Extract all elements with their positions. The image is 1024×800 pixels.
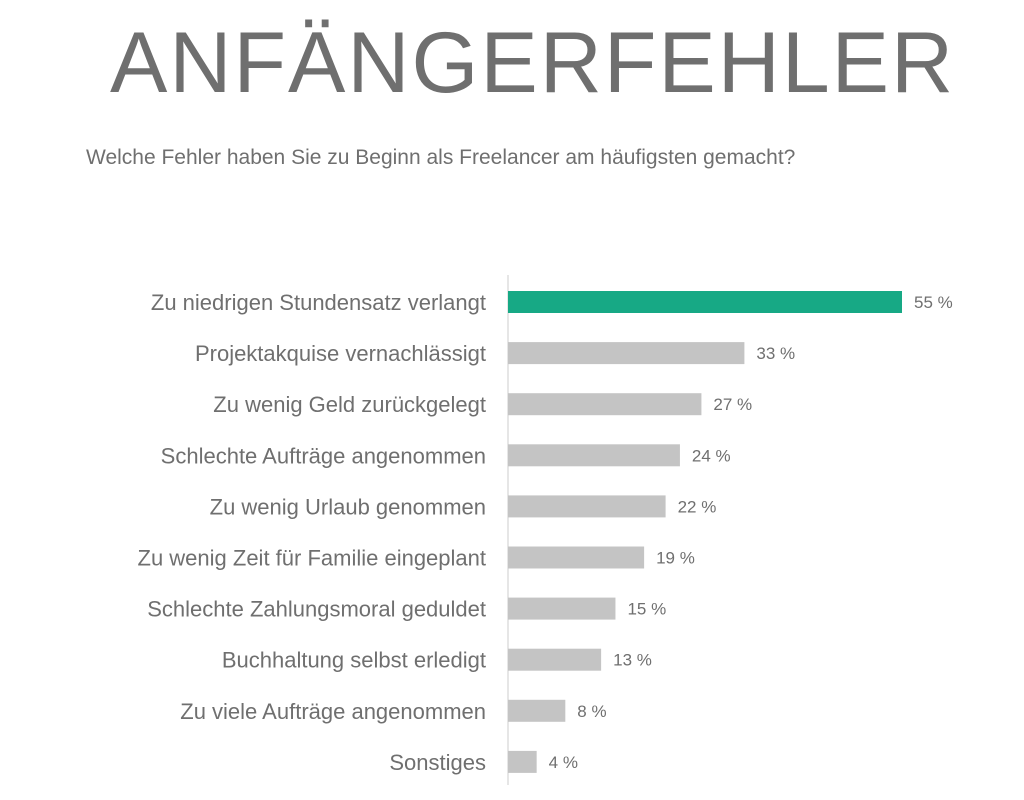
chart-title: ANFÄNGERFEHLER [110, 15, 956, 111]
bar [508, 291, 902, 313]
category-label: Zu viele Aufträge angenommen [180, 699, 486, 724]
bar [508, 444, 680, 467]
value-label: 33 % [756, 344, 795, 363]
value-label: 8 % [577, 702, 606, 721]
category-label: Zu wenig Geld zurückgelegt [213, 392, 486, 417]
bar [508, 750, 537, 773]
bar [508, 699, 566, 722]
category-label: Projektakquise vernachlässigt [195, 341, 486, 366]
value-label: 27 % [713, 395, 752, 414]
bars-layer: Zu niedrigen Stundensatz verlangt 55 % Pro… [138, 275, 953, 785]
category-label: Schlechte Zahlungsmoral geduldet [147, 597, 486, 622]
bar [508, 342, 745, 365]
value-label: 13 % [613, 651, 652, 670]
category-label: Zu niedrigen Stundensatz verlangt [151, 290, 486, 315]
bar [508, 597, 616, 620]
category-label: Schlechte Aufträge angenommen [161, 443, 486, 468]
category-label: Sonstiges [389, 750, 486, 775]
category-label: Zu wenig Urlaub genommen [210, 494, 486, 519]
bar [508, 495, 666, 518]
value-label: 22 % [678, 497, 717, 516]
bar [508, 393, 702, 416]
value-label: 15 % [627, 600, 666, 619]
value-label: 24 % [692, 446, 731, 465]
bar [508, 648, 602, 671]
category-label: Zu wenig Zeit für Familie eingeplant [138, 546, 487, 571]
category-label: Buchhaltung selbst erledigt [222, 648, 486, 673]
value-label: 4 % [549, 753, 578, 772]
value-label: 55 % [914, 293, 953, 312]
value-label: 19 % [656, 549, 695, 568]
chart-subtitle: Welche Fehler haben Sie zu Beginn als Fr… [86, 146, 796, 169]
bar [508, 546, 645, 569]
